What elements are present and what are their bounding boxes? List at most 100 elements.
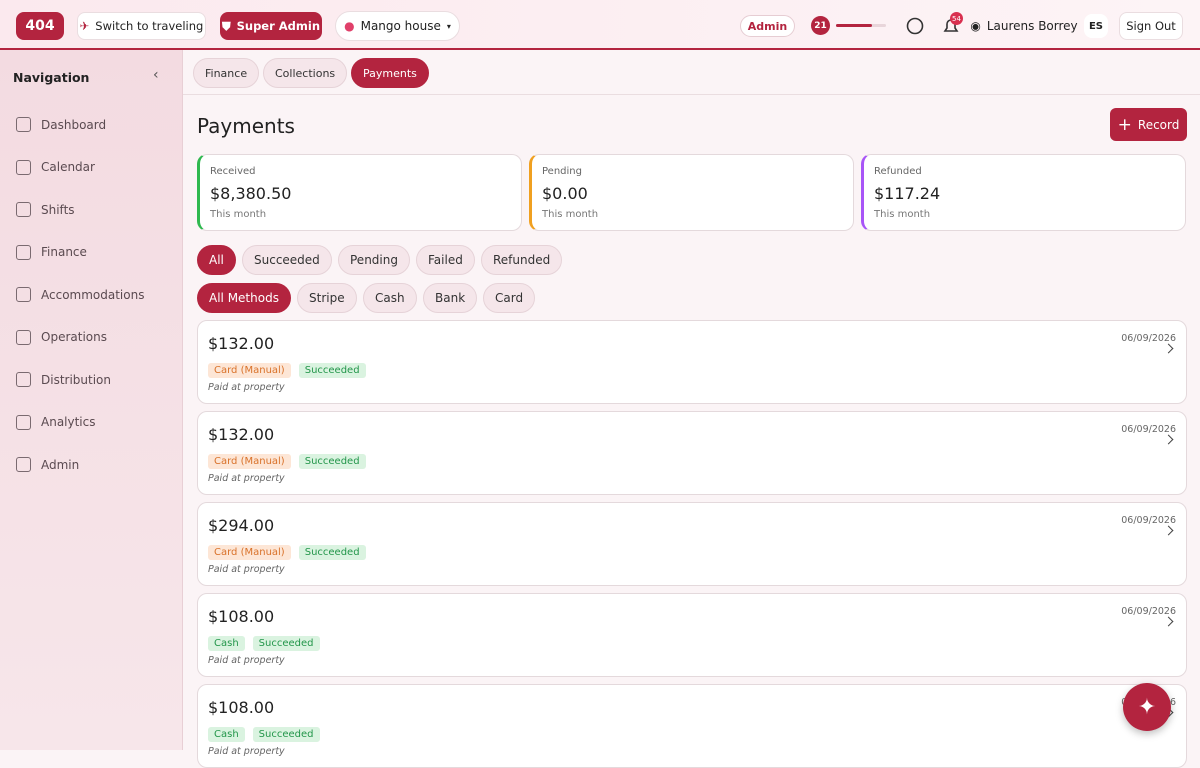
payment-note: Paid at property	[208, 564, 285, 575]
nav-item[interactable]: Operations	[16, 329, 107, 345]
payment-amount: $132.00	[208, 425, 275, 444]
level-badge: 21	[811, 16, 830, 35]
payment-date: 06/09/2026	[1121, 515, 1176, 526]
nav-item[interactable]: Analytics	[16, 414, 96, 430]
payment-tags: Card (Manual) Succeeded	[208, 540, 374, 560]
tab[interactable]: Finance	[193, 58, 260, 88]
switch-label: Switch to traveling	[95, 19, 204, 33]
nav-item[interactable]: Distribution	[16, 372, 111, 387]
nav-label: Calendar	[41, 160, 95, 174]
payment-amount: $132.00	[208, 334, 275, 353]
property-select[interactable]: ● Mango house ▾	[335, 11, 460, 41]
collapse-button[interactable]: ‹	[153, 67, 159, 83]
payment-card[interactable]: $132.00 Card (Manual) Succeeded Paid at pro…	[197, 411, 1187, 495]
filter-chip[interactable]: All	[197, 245, 236, 275]
switch-button[interactable]: ✈ Switch to traveling	[77, 12, 206, 40]
nav-item[interactable]: Calendar	[16, 159, 95, 175]
nav-label: Admin	[41, 457, 80, 472]
filter-chip[interactable]: Cash	[363, 283, 417, 313]
method-tag: Card (Manual)	[208, 454, 291, 469]
filter-chip[interactable]: Failed	[416, 245, 475, 275]
sidebar-title: Navigation	[13, 70, 90, 85]
nav-label: Accommodations	[41, 287, 145, 302]
payment-amount: $108.00	[208, 698, 275, 717]
nav-icon	[16, 457, 31, 472]
top-bar: 404 ✈ Switch to traveling ⛊ Super Admin ● M…	[0, 0, 1200, 50]
payment-date: 06/09/2026	[1121, 606, 1176, 617]
nav-icon	[16, 117, 31, 132]
progress-fill	[836, 24, 872, 27]
nav-item[interactable]: Admin	[16, 457, 79, 472]
nav-label: Operations	[41, 330, 107, 344]
payment-tags: Card (Manual) Succeeded	[208, 449, 374, 469]
chevron	[1163, 434, 1174, 445]
payment-amount: $108.00	[208, 607, 275, 626]
notification-count: 54	[950, 12, 963, 25]
nav-icon	[16, 329, 31, 345]
nav-icon	[16, 202, 31, 217]
stat-amount: $0.00	[542, 184, 588, 203]
nav-item[interactable]: Shifts	[16, 202, 75, 217]
admin-badge: Admin	[740, 15, 795, 37]
nav-label: Analytics	[41, 415, 96, 429]
payment-note: Paid at property	[208, 746, 285, 757]
stat-period: This month	[210, 209, 267, 220]
method-tag: Card (Manual)	[208, 545, 291, 560]
payment-card[interactable]: $132.00 Card (Manual) Succeeded Paid at pro…	[197, 320, 1187, 404]
nav-icon	[16, 159, 31, 175]
role-button[interactable]: ⛊ Super Admin	[220, 12, 322, 40]
nav-label: Shifts	[41, 202, 75, 217]
filter-chip[interactable]: Stripe	[297, 283, 357, 313]
page-title: Payments	[197, 114, 295, 138]
filter-chip[interactable]: Refunded	[481, 245, 563, 275]
filter-chip[interactable]: Card	[483, 283, 536, 313]
method-tag: Card (Manual)	[208, 363, 291, 378]
user-name: Laurens Borrey	[986, 19, 1078, 33]
status-tag: Succeeded	[298, 454, 366, 469]
status-tag: Succeeded	[298, 545, 366, 560]
filter-chip[interactable]: Pending	[338, 245, 410, 275]
chevron	[1163, 616, 1174, 627]
sign-out-button[interactable]: Sign Out	[1119, 12, 1183, 40]
user-menu[interactable]: ◉ Laurens Borrey	[970, 19, 1078, 33]
payment-note: Paid at property	[208, 382, 285, 393]
stat-label: Pending	[542, 166, 582, 177]
nav-item[interactable]: Dashboard	[16, 117, 106, 132]
chat-icon[interactable]	[905, 16, 925, 36]
nav-icon	[16, 244, 31, 260]
stat-card: Received $8,380.50 This month	[197, 154, 522, 231]
filter-chip[interactable]: All Methods	[197, 283, 291, 313]
stat-label: Received	[210, 166, 256, 177]
payment-tags: Cash Succeeded	[208, 631, 328, 651]
filter-chip[interactable]: Succeeded	[242, 245, 332, 275]
nav-icon	[16, 372, 31, 387]
nav-icon	[16, 414, 31, 430]
status-tag: Succeeded	[252, 636, 320, 651]
status-tag: Succeeded	[298, 363, 366, 378]
nav-item[interactable]: Finance	[16, 244, 87, 260]
nav-item[interactable]: Accommodations	[16, 287, 144, 302]
logo[interactable]: 404	[16, 12, 64, 40]
filter-chip[interactable]: Bank	[423, 283, 478, 313]
stat-period: This month	[542, 209, 599, 220]
payment-card[interactable]: $294.00 Card (Manual) Succeeded Paid at pro…	[197, 502, 1187, 586]
assistant-button[interactable]: ✦	[1123, 683, 1171, 731]
progress-track	[836, 24, 886, 27]
language-button[interactable]: ES	[1084, 14, 1108, 38]
stat-amount: $117.24	[874, 184, 941, 203]
sidebar: Navigation ‹ Dashboard Calendar Shifts Fina…	[0, 50, 183, 750]
record-label: Record	[1137, 117, 1180, 132]
nav-label: Finance	[41, 245, 87, 259]
nav-label: Dashboard	[41, 117, 107, 132]
tab[interactable]: Collections	[263, 58, 348, 88]
tab[interactable]: Payments	[351, 58, 429, 88]
status-tag: Succeeded	[252, 727, 320, 742]
record-button[interactable]: + Record	[1110, 108, 1187, 141]
chevron	[1163, 343, 1174, 354]
stat-card: Pending $0.00 This month	[529, 154, 854, 231]
payment-note: Paid at property	[208, 473, 285, 484]
role-label: Super Admin	[236, 19, 321, 33]
